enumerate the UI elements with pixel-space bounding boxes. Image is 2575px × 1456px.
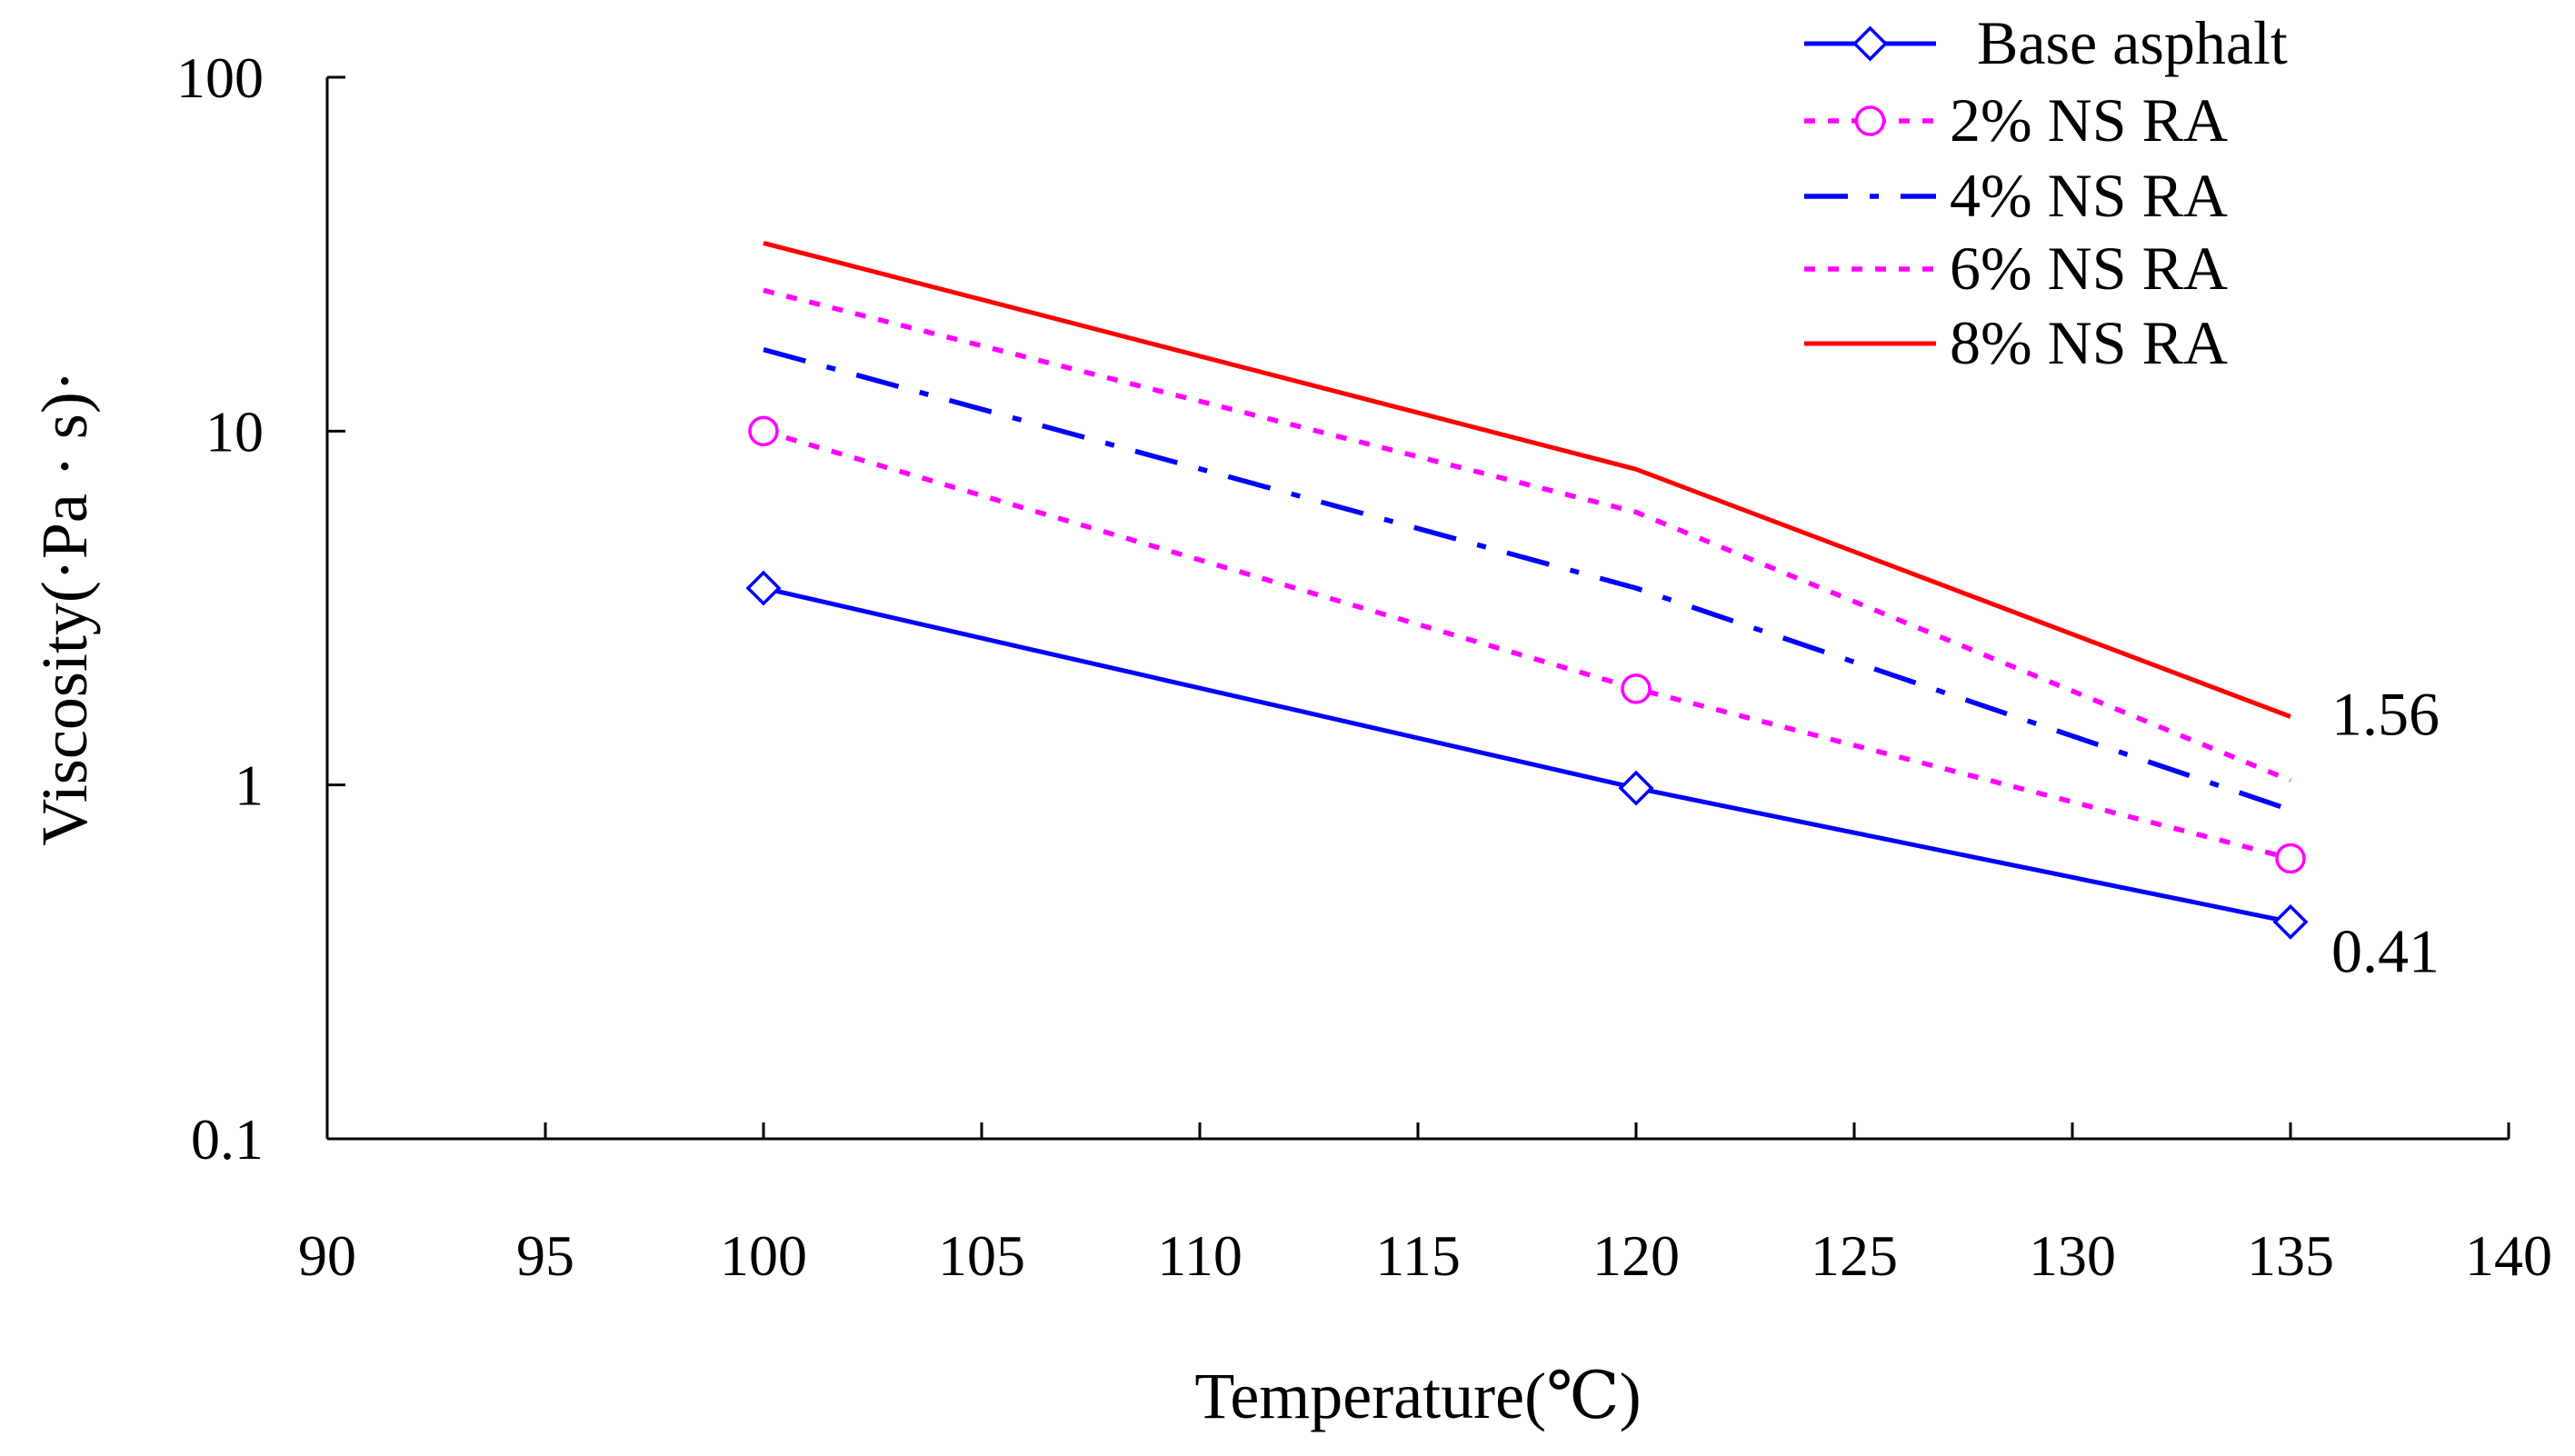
x-tick-label: 100 [720, 1223, 807, 1288]
data-point-diamond [1852, 25, 1888, 62]
series-line-1 [763, 585, 2291, 924]
legend-label: 4% NS RA [1950, 161, 2228, 230]
legend-label: 6% NS RA [1950, 234, 2228, 303]
x-tick-label: 130 [2029, 1223, 2116, 1288]
data-point-diamond [1618, 770, 1654, 806]
series-group [745, 240, 2309, 940]
value-label: 1.56 [2331, 679, 2440, 748]
legend: Base asphalt 2% NS RA4% NS RA6% NS RA8% N… [1804, 8, 2288, 377]
data-point-circle [748, 415, 779, 447]
x-tick-label: 115 [1375, 1223, 1461, 1288]
x-tick-label: 135 [2247, 1223, 2334, 1288]
data-point-diamond [745, 570, 782, 606]
legend-label: 8% NS RA [1950, 308, 2228, 377]
y-tick-label: 10 [205, 399, 264, 464]
x-tick-label: 125 [1811, 1223, 1898, 1288]
series-line-5 [763, 240, 2291, 719]
x-tick-label: 140 [2465, 1223, 2552, 1288]
data-point-circle [2275, 843, 2306, 874]
x-tick-label: 110 [1157, 1223, 1243, 1288]
series-line-4 [763, 287, 2292, 783]
series-line-2 [763, 428, 2291, 862]
y-tick-label: 100 [176, 45, 264, 110]
x-tick-label: 120 [1592, 1223, 1680, 1288]
x-tick-label: 90 [298, 1223, 356, 1288]
legend-label: Base asphalt [1977, 8, 2288, 77]
data-point-circle [1621, 673, 1652, 704]
data-point-circle [1854, 105, 1886, 136]
value-label: 0.41 [2331, 916, 2440, 985]
axes: 90 95 100 105 110 115 120 125 130 135 1400.1110100… [28, 45, 2552, 1432]
x-tick-label: 105 [938, 1223, 1025, 1288]
x-axis-title: Temperature(℃) [1194, 1360, 1641, 1432]
data-point-diamond [2272, 903, 2309, 940]
series-line-3 [763, 346, 2291, 813]
y-axis-title: Viscosity(·Pa · s)· [28, 370, 101, 846]
annotations: 1.56 0.41 [2331, 679, 2440, 985]
y-tick-label: 1 [235, 753, 264, 818]
x-tick-label: 95 [516, 1223, 574, 1288]
legend-label: 2% NS RA [1950, 85, 2228, 155]
y-tick-label: 0.1 [191, 1107, 264, 1172]
